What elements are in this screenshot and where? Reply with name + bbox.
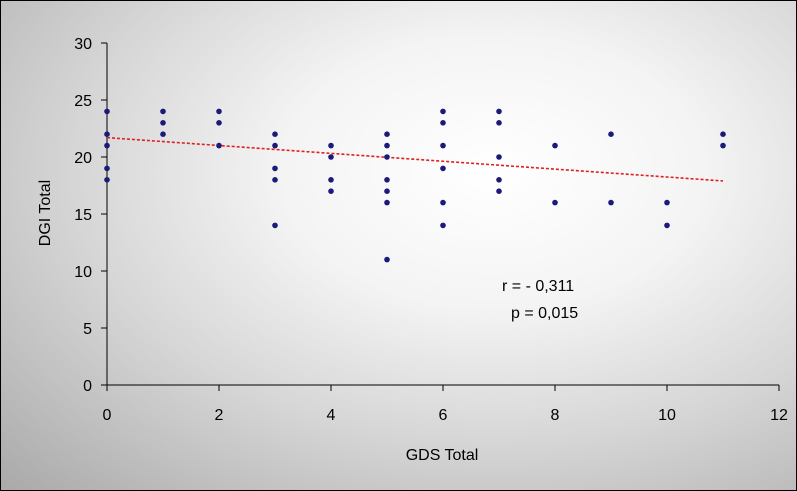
- x-tick-label: 10: [658, 407, 676, 424]
- data-point: [384, 142, 390, 149]
- data-point: [384, 256, 390, 263]
- x-tick-label: 4: [327, 407, 336, 424]
- data-point: [328, 154, 334, 160]
- data-point: [216, 108, 222, 115]
- data-point: [104, 177, 110, 183]
- data-point: [440, 165, 446, 172]
- data-point: [664, 199, 670, 206]
- data-point: [384, 188, 390, 194]
- data-point: [272, 177, 278, 183]
- data-point: [104, 108, 110, 115]
- trendline: [106, 136, 724, 182]
- data-point: [440, 199, 446, 206]
- x-axis-title: GDS Total: [406, 447, 479, 464]
- data-point: [552, 142, 558, 149]
- data-point: [496, 120, 502, 126]
- data-point: [720, 142, 726, 149]
- x-tick-label: 8: [551, 407, 560, 424]
- data-point: [104, 165, 110, 172]
- data-point: [440, 142, 446, 149]
- data-point: [216, 120, 222, 126]
- data-point: [608, 131, 614, 137]
- y-tick-label: 30: [74, 36, 92, 53]
- data-point: [664, 222, 670, 229]
- y-tick-label: 25: [74, 93, 92, 110]
- x-tick-label: 12: [770, 407, 788, 424]
- data-point: [496, 177, 502, 183]
- data-points: [104, 108, 726, 263]
- data-point: [496, 188, 502, 194]
- data-point: [440, 222, 446, 229]
- correlation-annotation: r = - 0,311: [502, 278, 574, 295]
- x-ticks: 0 2 4 6 8 10 12: [103, 385, 788, 424]
- data-point: [104, 142, 110, 149]
- data-point: [328, 188, 334, 194]
- axes: [106, 43, 779, 386]
- data-point: [608, 199, 614, 206]
- trendline-group: [106, 136, 724, 182]
- data-point: [384, 199, 390, 206]
- data-point: [384, 177, 390, 183]
- data-point: [272, 131, 278, 137]
- data-point: [272, 165, 278, 172]
- data-point: [160, 108, 166, 115]
- x-tick-label: 0: [103, 407, 112, 424]
- y-tick-label: 0: [83, 378, 92, 395]
- data-point: [160, 131, 166, 137]
- data-point: [104, 131, 110, 137]
- x-tick-label: 2: [215, 407, 224, 424]
- data-point: [440, 120, 446, 126]
- data-point: [552, 199, 558, 206]
- data-point: [496, 154, 502, 160]
- data-point: [720, 131, 726, 137]
- data-point: [496, 108, 502, 115]
- y-tick-label: 10: [74, 264, 92, 281]
- data-point: [328, 177, 334, 183]
- data-point: [160, 120, 166, 126]
- data-point: [216, 142, 222, 149]
- data-point: [384, 154, 390, 160]
- data-point: [440, 108, 446, 115]
- p-value-annotation: p = 0,015: [511, 305, 578, 322]
- data-point: [384, 131, 390, 137]
- data-point: [328, 142, 334, 149]
- data-point: [272, 222, 278, 229]
- y-axis-title: DGI Total: [37, 180, 54, 246]
- y-tick-label: 5: [83, 321, 92, 338]
- y-tick-label: 15: [74, 207, 92, 224]
- y-ticks: 0 5 10 15 20 25 30: [74, 36, 107, 395]
- y-tick-label: 20: [74, 150, 92, 167]
- x-tick-label: 6: [439, 407, 448, 424]
- data-point: [272, 142, 278, 149]
